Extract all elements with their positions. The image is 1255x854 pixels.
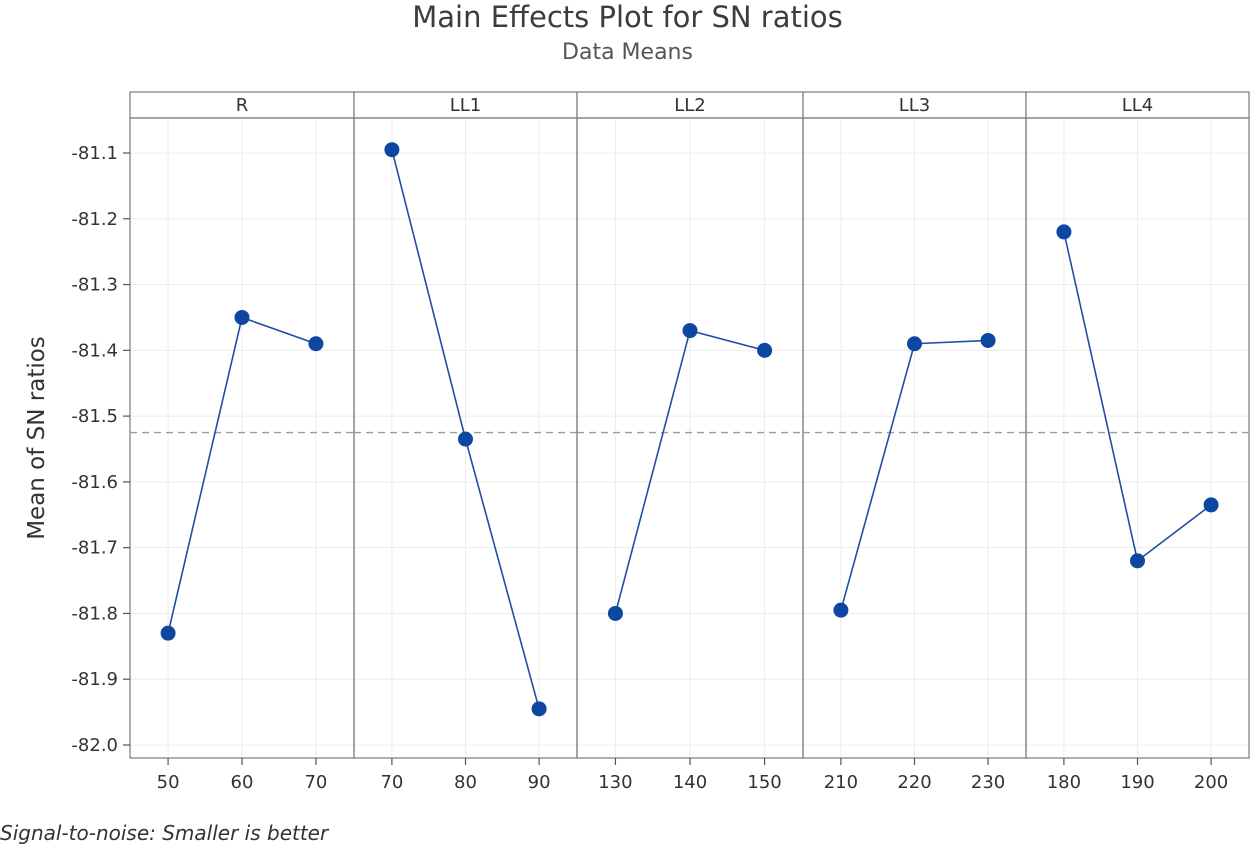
panel-label-ll4: LL4 <box>1122 95 1154 116</box>
y-tick-label: -81.7 <box>71 538 118 559</box>
x-tick-label: 50 <box>157 772 180 793</box>
data-point <box>1203 497 1219 513</box>
y-tick-label: -81.8 <box>71 603 118 624</box>
data-point <box>757 342 773 358</box>
x-tick-label: 70 <box>304 772 327 793</box>
data-point <box>384 142 400 158</box>
data-point <box>160 625 176 641</box>
panel-strip-ll4 <box>1025 91 1250 119</box>
y-tick-label: -81.6 <box>71 472 118 493</box>
x-tick-label: 190 <box>1120 772 1154 793</box>
panel-label-ll2: LL2 <box>674 95 706 116</box>
data-point <box>531 701 547 717</box>
data-point <box>1130 553 1145 569</box>
x-tick-label: 230 <box>971 772 1005 793</box>
panel-label-ll3: LL3 <box>899 95 931 116</box>
y-tick-label: -81.9 <box>71 669 118 690</box>
data-point <box>980 332 996 348</box>
panel-label-ll1: LL1 <box>450 95 482 116</box>
chart-subtitle: Data Means <box>562 40 693 65</box>
x-tick-label: 220 <box>897 772 931 793</box>
x-tick-label: 140 <box>673 772 707 793</box>
data-point <box>458 431 473 447</box>
y-tick-label: -82.0 <box>71 735 118 756</box>
y-tick-label: -81.3 <box>71 275 118 296</box>
data-point <box>833 602 849 618</box>
data-point <box>308 336 324 352</box>
x-tick-label: 70 <box>380 772 403 793</box>
data-point <box>234 309 250 325</box>
panel-label-r: R <box>236 95 249 116</box>
data-point <box>682 323 698 339</box>
x-tick-label: 60 <box>231 772 254 793</box>
data-point <box>907 336 922 352</box>
y-tick-label: -81.4 <box>71 340 118 361</box>
x-tick-label: 180 <box>1047 772 1081 793</box>
x-tick-label: 90 <box>528 772 551 793</box>
data-point <box>607 605 623 621</box>
x-tick-label: 210 <box>824 772 858 793</box>
panel-strip-ll1 <box>353 91 578 119</box>
y-tick-label: -81.1 <box>71 143 118 164</box>
x-tick-label: 200 <box>1194 772 1228 793</box>
y-tick-label: -81.2 <box>71 209 118 230</box>
chart-title: Main Effects Plot for SN ratios <box>412 0 843 34</box>
x-tick-label: 80 <box>454 772 477 793</box>
x-tick-label: 130 <box>598 772 632 793</box>
y-axis-label: Mean of SN ratios <box>24 336 50 540</box>
footnote: Signal-to-noise: Smaller is better <box>0 821 329 845</box>
data-point <box>1056 224 1072 240</box>
y-tick-label: -81.5 <box>71 406 118 427</box>
x-tick-label: 150 <box>747 772 781 793</box>
